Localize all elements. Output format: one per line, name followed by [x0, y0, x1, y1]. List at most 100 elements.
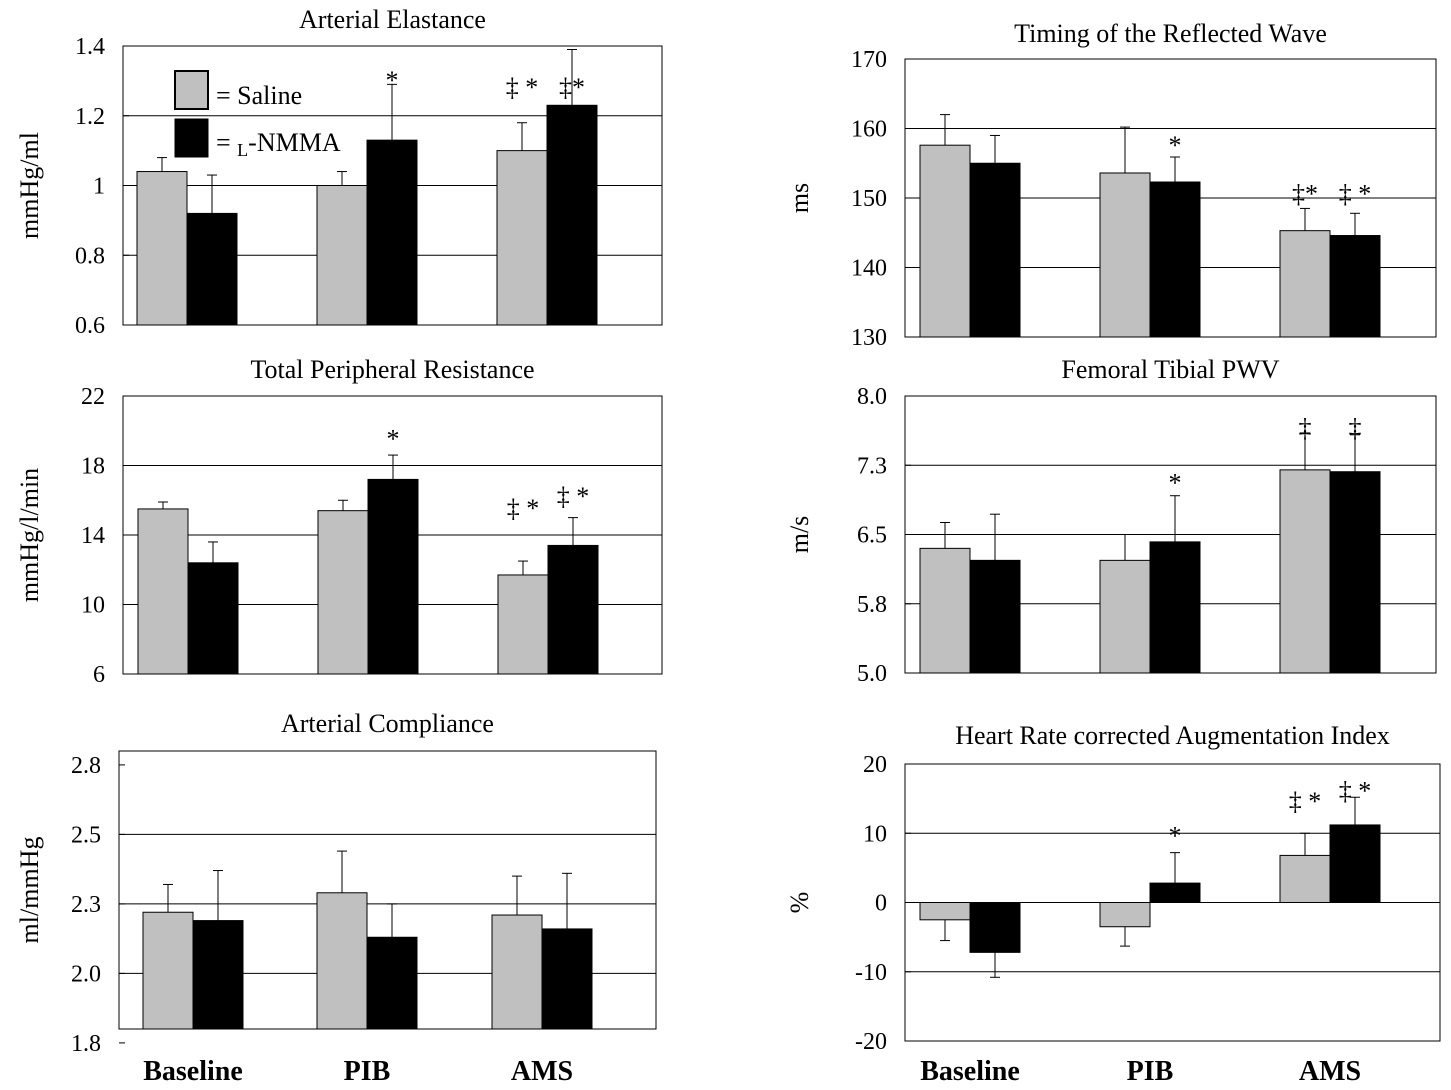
x-category-label: Baseline	[920, 1056, 1020, 1087]
significance-marker: *	[1169, 822, 1182, 851]
chart-title: Heart Rate corrected Augmentation Index	[955, 721, 1390, 750]
y-tick-label: 2.8	[71, 753, 101, 779]
y-tick-label: -10	[855, 960, 887, 986]
bar-saline-ams	[496, 150, 548, 326]
y-tick-label: 6	[93, 662, 105, 688]
bar-lnmma-baseline	[969, 559, 1021, 674]
y-tick-label: 0.8	[75, 243, 105, 269]
significance-marker: ‡	[1299, 413, 1312, 442]
bar-saline-baseline	[919, 902, 971, 921]
bar-lnmma-ams	[547, 544, 599, 675]
y-tick-label: 0	[875, 891, 887, 917]
bar-lnmma-baseline	[187, 562, 239, 675]
significance-marker: ‡ *	[1289, 787, 1322, 816]
chart-ae: Arterial Elastance mmHg/ml 0.6 0.8 1 1.2 1.4 * ‡…	[15, 5, 663, 339]
x-category-label: AMS	[1299, 1056, 1361, 1087]
y-axis-label: m/s	[785, 516, 814, 554]
chart-ac: Arterial Compliance ml/mmHg 1.8 2.0 2.3 2.5 2.…	[15, 709, 657, 1057]
y-axis-label: ml/mmHg	[15, 837, 44, 944]
chart-title: Total Peripheral Resistance	[250, 355, 534, 384]
bar-saline-pib	[1099, 902, 1151, 928]
significance-marker: ‡*	[559, 73, 585, 102]
significance-marker: ‡*	[1292, 180, 1318, 209]
y-tick-label: 130	[851, 325, 887, 351]
y-tick-label: 140	[851, 256, 887, 282]
bar-saline-baseline	[919, 547, 971, 674]
significance-marker: ‡ *	[507, 494, 540, 523]
chart-tpr: Total Peripheral Resistance mmHg/l/min 6 10…	[15, 355, 663, 688]
bar-saline-pib	[1099, 559, 1151, 674]
y-tick-label: 2.5	[71, 822, 101, 848]
y-tick-label: 2.3	[71, 892, 101, 918]
significance-marker: *	[387, 424, 400, 453]
chart-title: Timing of the Reflected Wave	[1014, 19, 1327, 48]
bar-lnmma-pib	[366, 936, 418, 1030]
significance-marker: *	[1169, 131, 1182, 160]
chart-ftpwv: Femoral Tibial PWV m/s 5.0 5.8 6.5 7.3 8.0 * ‡ ‡	[785, 355, 1437, 687]
x-category-label: Baseline	[143, 1056, 243, 1087]
y-axis-label: ms	[785, 183, 814, 213]
y-axis-label: mmHg/l/min	[15, 468, 44, 602]
bar-saline-ams	[491, 914, 543, 1030]
significance-marker: ‡ *	[506, 73, 539, 102]
bar-saline-baseline	[919, 144, 971, 338]
bar-saline-baseline	[142, 911, 194, 1030]
legend-lnmma-prefix: =	[216, 128, 237, 157]
bar-lnmma-pib	[366, 139, 418, 326]
y-tick-label: 1.8	[71, 1031, 101, 1057]
legend-label-saline: = Saline	[216, 81, 302, 110]
x-category-label: PIB	[1127, 1056, 1174, 1087]
bar-saline-pib	[1099, 172, 1151, 338]
chart-title: Arterial Elastance	[299, 5, 486, 34]
y-tick-label: 150	[851, 186, 887, 212]
bar-saline-pib	[317, 510, 369, 675]
y-tick-label: 14	[81, 523, 105, 549]
bar-saline-pib	[316, 185, 368, 326]
y-tick-label: 10	[863, 821, 887, 847]
bar-lnmma-pib	[1149, 541, 1201, 674]
significance-marker: ‡ *	[1339, 777, 1372, 806]
bar-saline-ams	[1279, 230, 1331, 338]
y-tick-label: 7.3	[857, 453, 887, 479]
bar-lnmma-ams	[1329, 235, 1381, 338]
x-category-label: AMS	[511, 1056, 573, 1087]
bar-lnmma-pib	[1149, 181, 1201, 338]
legend-swatch-saline	[174, 70, 209, 110]
significance-marker: ‡ *	[1339, 180, 1372, 209]
bar-saline-ams	[1279, 469, 1331, 674]
bar-saline-pib	[316, 892, 368, 1030]
x-category-label: PIB	[344, 1056, 391, 1087]
legend-label-lnmma: = L-NMMA	[216, 128, 341, 160]
chart-aix: Heart Rate corrected Augmentation Index%…	[785, 721, 1441, 1055]
y-tick-label: 20	[863, 752, 887, 778]
y-tick-label: -20	[855, 1029, 887, 1055]
bar-lnmma-baseline	[186, 212, 238, 326]
y-tick-label: 5.0	[857, 661, 887, 687]
bar-lnmma-ams	[1329, 471, 1381, 674]
bar-saline-ams	[1279, 854, 1331, 903]
chart-title: Arterial Compliance	[281, 709, 494, 738]
bar-lnmma-baseline	[192, 920, 244, 1030]
bar-lnmma-pib	[1149, 882, 1201, 903]
y-tick-label: 2.0	[71, 961, 101, 987]
significance-marker: *	[1169, 469, 1182, 498]
bar-saline-baseline	[137, 508, 189, 675]
y-tick-label: 1.2	[75, 104, 105, 130]
y-tick-label: 18	[81, 454, 105, 480]
y-axis-label: mmHg/ml	[15, 132, 44, 239]
y-tick-label: 1	[93, 174, 105, 200]
legend-lnmma-sub: L	[237, 140, 248, 160]
legend-swatch-lnmma	[174, 118, 209, 158]
bar-lnmma-baseline	[969, 902, 1021, 953]
bar-lnmma-pib	[367, 478, 419, 675]
y-tick-label: 0.6	[75, 313, 105, 339]
legend-lnmma-suffix: -NMMA	[248, 128, 341, 157]
bar-saline-baseline	[136, 171, 188, 326]
y-tick-label: 6.5	[857, 523, 887, 549]
legend: = Saline = L-NMMA	[174, 70, 341, 160]
bar-lnmma-ams	[1329, 824, 1381, 903]
y-tick-label: 5.8	[857, 592, 887, 618]
y-tick-label: 170	[851, 47, 887, 73]
y-tick-label: 10	[81, 593, 105, 619]
